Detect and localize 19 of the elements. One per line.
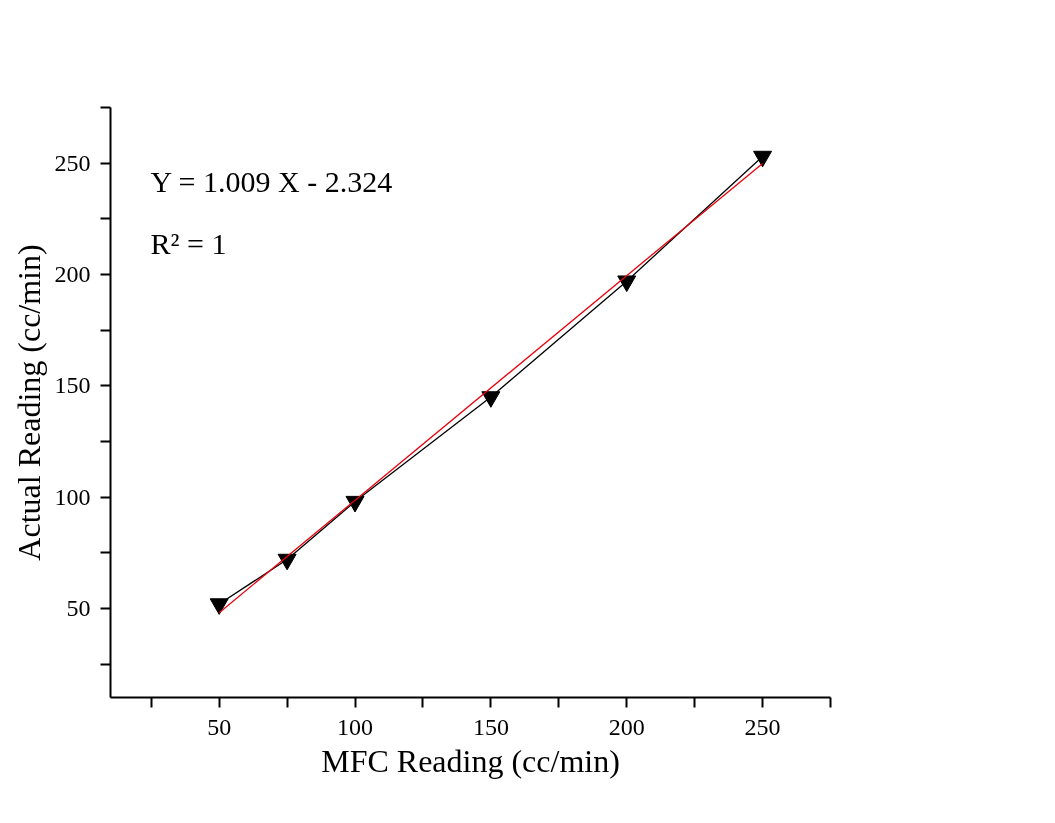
point: [481, 391, 501, 408]
point: [209, 598, 229, 615]
point: [617, 275, 637, 293]
point: [753, 150, 773, 168]
x-tick-label: 150: [472, 713, 509, 740]
point: [277, 553, 297, 571]
x-tick-label: 50: [207, 713, 232, 740]
y-tick-label: 50: [66, 594, 91, 621]
y-tick-label: 100: [54, 483, 91, 510]
x-tick-label: 250: [744, 713, 781, 740]
annotation: Y = 1.009 X - 2.324: [150, 164, 393, 198]
y-tick-label: 200: [54, 260, 91, 287]
x-tick-label: 100: [337, 713, 374, 740]
y-tick-label: 250: [54, 149, 91, 176]
y-axis-title: Actual Reading (cc/min): [10, 244, 47, 561]
y-tick-label: 150: [54, 372, 91, 399]
annotation: R² = 1: [150, 226, 227, 260]
x-tick-label: 200: [608, 713, 645, 740]
x-axis-title: MFC Reading (cc/min): [321, 742, 620, 779]
